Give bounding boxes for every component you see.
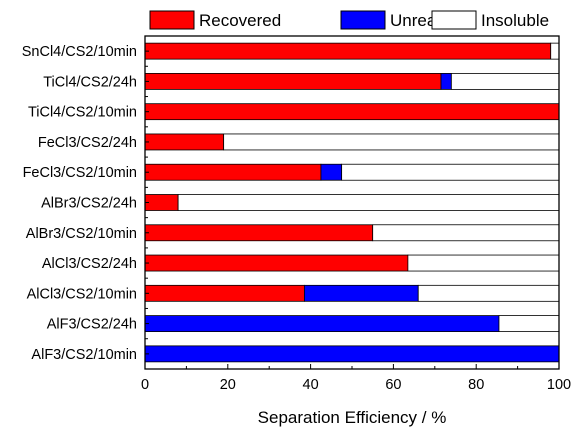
x-tick-label: 100 xyxy=(547,377,571,393)
y-tick-label: AlF3/CS2/10min xyxy=(31,347,137,363)
legend: Recovered Unreacted Insoluble xyxy=(149,10,549,30)
x-tick-label: 60 xyxy=(385,377,401,393)
y-axis-ticks: SnCl4/CS2/10min TiCl4/CS2/24h TiCl4/CS2/10… xyxy=(22,44,149,363)
bar-insoluble-0 xyxy=(550,42,560,60)
bar-insoluble-4 xyxy=(341,163,560,181)
y-tick-label: FeCl3/CS2/24h xyxy=(38,135,137,151)
y-tick-label: AlBr3/CS2/10min xyxy=(26,226,137,242)
bar-unreacted-4 xyxy=(320,163,343,181)
bar-insoluble-9 xyxy=(498,315,560,332)
bar-unreacted-9 xyxy=(144,315,500,332)
y-tick-label: AlCl3/CS2/10min xyxy=(27,286,137,302)
bar-insoluble-8 xyxy=(417,284,560,302)
bar-recovered-0 xyxy=(144,42,552,60)
bar-unreacted-8 xyxy=(303,284,419,302)
bar-recovered-6 xyxy=(144,224,374,242)
legend-swatch-recovered xyxy=(149,10,195,30)
bar-insoluble-7 xyxy=(407,254,560,272)
bar-insoluble-1 xyxy=(450,73,560,90)
y-tick-label: AlF3/CS2/24h xyxy=(47,317,137,333)
bar-insoluble-5 xyxy=(177,194,560,211)
x-tick-label: 0 xyxy=(141,377,149,393)
x-tick-label: 20 xyxy=(220,377,236,393)
bar-insoluble-6 xyxy=(372,224,560,242)
bars xyxy=(144,42,560,363)
bar-recovered-5 xyxy=(144,194,179,211)
legend-label-insoluble: Insoluble xyxy=(481,11,549,30)
bar-recovered-3 xyxy=(144,133,225,151)
bar-recovered-1 xyxy=(144,73,442,90)
bar-recovered-8 xyxy=(144,284,305,302)
y-tick-label: SnCl4/CS2/10min xyxy=(22,44,137,60)
bar-insoluble-3 xyxy=(223,133,560,151)
x-axis-title: Separation Efficiency / % xyxy=(258,408,447,427)
legend-swatch-insoluble xyxy=(431,10,477,30)
bar-recovered-7 xyxy=(144,254,409,272)
legend-label-recovered: Recovered xyxy=(199,11,281,30)
y-tick-label: AlCl3/CS2/24h xyxy=(42,256,137,272)
bar-recovered-4 xyxy=(144,163,322,181)
y-tick-label: TiCl4/CS2/10min xyxy=(28,105,137,121)
bar-unreacted-1 xyxy=(440,73,452,90)
x-tick-label: 40 xyxy=(303,377,319,393)
y-tick-label: TiCl4/CS2/24h xyxy=(43,74,137,90)
x-tick-label: 80 xyxy=(468,377,484,393)
bar-unreacted-10 xyxy=(144,345,560,363)
plot-frame xyxy=(144,35,560,370)
bar-recovered-2 xyxy=(144,103,560,121)
legend-swatch-unreacted xyxy=(340,10,386,30)
y-tick-label: AlBr3/CS2/24h xyxy=(41,196,137,212)
y-tick-label: FeCl3/CS2/10min xyxy=(23,165,137,181)
